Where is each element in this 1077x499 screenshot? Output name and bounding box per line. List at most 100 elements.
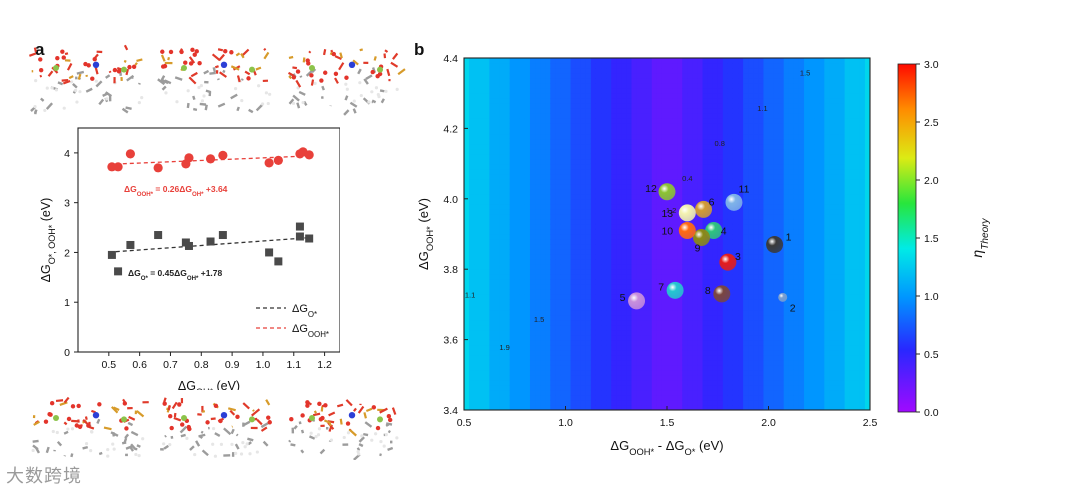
data-point-circle <box>273 155 283 165</box>
data-point-1 <box>766 236 784 254</box>
colorbar-tick-label: 0.5 <box>924 349 939 361</box>
data-point-10 <box>678 221 696 239</box>
data-point-square <box>154 231 163 240</box>
data-point-square <box>218 231 227 240</box>
x-tick-label-a: 1.1 <box>286 359 301 371</box>
data-point-square <box>305 234 314 243</box>
data-point-8 <box>713 285 731 303</box>
data-point-13 <box>678 204 696 222</box>
x-tick-label-b: 0.5 <box>457 417 472 429</box>
data-point-square <box>295 232 304 241</box>
point-label-10: 10 <box>661 225 673 237</box>
point-label-6: 6 <box>709 196 715 208</box>
point-label-5: 5 <box>620 292 626 304</box>
legend-label: ΔGOOH* <box>292 323 329 339</box>
x-axis-label-a: ΔGOH* (eV) <box>178 379 240 390</box>
data-point-circle <box>218 150 228 160</box>
contour-label: 1.2 <box>666 206 676 215</box>
point-label-4: 4 <box>721 225 727 237</box>
panel-a-label: a <box>35 40 45 59</box>
y-tick-label-b: 3.4 <box>443 405 458 417</box>
data-point-circle <box>304 150 314 160</box>
point-label-8: 8 <box>705 285 711 297</box>
y-axis-label-b: ΔGOOH* (eV) <box>416 198 435 270</box>
fit-equation-ooh: ΔGOOH* = 0.26ΔGOH* +3.64 <box>124 184 228 198</box>
data-point-square <box>274 257 283 266</box>
x-tick-label-a: 1.0 <box>256 359 271 371</box>
x-tick-label-b: 2.0 <box>761 417 776 429</box>
colorbar-label: ηTheory <box>969 217 991 257</box>
colorbar-tick-label: 1.0 <box>924 291 939 303</box>
x-tick-label-b: 1.5 <box>660 417 675 429</box>
data-point-square <box>107 250 116 259</box>
x-axis-label-b: ΔGOOH* - ΔGO* (eV) <box>610 438 723 457</box>
y-tick-label-b: 3.8 <box>443 264 458 276</box>
data-point-square <box>295 222 304 231</box>
chart-panel-b: 1.5 1.1 0.8 0.4 1.2 1.1 1.5 1.9 0.5 1.0 1.5 2.0 2.5 3… <box>416 53 878 457</box>
contour-label: 1.1 <box>465 290 475 299</box>
point-label-1: 1 <box>786 232 792 244</box>
y-tick-label-a: 3 <box>64 198 70 210</box>
x-tick-label-a: 0.9 <box>225 359 240 371</box>
x-tick-label-a: 0.6 <box>132 359 147 371</box>
data-point-7 <box>666 281 684 299</box>
data-point-circle <box>113 162 123 172</box>
y-tick-label-a: 2 <box>64 247 70 259</box>
data-point-circle <box>264 158 274 168</box>
data-point-square <box>114 267 123 276</box>
data-point-circle <box>205 154 216 164</box>
colorbar-tick-label: 2.5 <box>924 117 939 129</box>
colorbar-gradient <box>897 63 917 413</box>
contour-label: 0.8 <box>715 139 725 148</box>
data-point-9 <box>693 229 711 247</box>
y-tick-label-b: 4.4 <box>443 53 458 65</box>
contour-label: 1.5 <box>534 315 544 324</box>
chart-panel-a: 0.5 0.6 0.7 0.8 0.9 1.0 1.1 1.2 0 1 2 3 4 ΔGOH* (eV) Δ… <box>39 127 340 390</box>
x-tick-label-a: 0.7 <box>163 359 178 371</box>
data-point-12 <box>658 183 676 201</box>
data-point-5 <box>628 292 646 310</box>
contour-label: 1.1 <box>757 104 767 113</box>
data-point-square <box>265 248 274 257</box>
data-point-circle <box>125 149 135 159</box>
molecular-structures-bottom <box>31 396 399 460</box>
x-tick-label-b: 1.0 <box>558 417 573 429</box>
y-tick-label-a: 4 <box>64 148 70 160</box>
point-label-9: 9 <box>695 243 701 255</box>
x-tick-label-a: 0.5 <box>102 359 117 371</box>
point-label-13: 13 <box>661 208 673 220</box>
fit-equation-o: ΔGO* = 0.45ΔGOH* +1.78 <box>128 268 223 282</box>
colorbar-tick-label: 3.0 <box>924 59 939 71</box>
colorbar: 0.0 0.5 1.0 1.5 2.0 2.5 3.0 ηTheory <box>897 59 991 419</box>
point-label-7: 7 <box>658 281 664 293</box>
y-tick-label-b: 4.0 <box>443 194 458 206</box>
data-point-2 <box>778 292 788 302</box>
molecular-structures-top <box>29 44 406 116</box>
data-point-square <box>126 240 135 249</box>
y-axis-label-a: ΔGO*, OOH* (eV) <box>39 198 57 283</box>
point-label-2: 2 <box>790 302 796 314</box>
colorbar-tick-label: 1.5 <box>924 233 939 245</box>
data-point-3 <box>719 253 737 271</box>
data-point-circle <box>153 163 163 173</box>
contour-label: 1.5 <box>800 69 810 78</box>
data-point-circle <box>184 153 194 163</box>
data-point-square <box>206 237 215 246</box>
point-label-11: 11 <box>739 183 750 195</box>
panel-b-label: b <box>414 40 425 59</box>
heatmap-cells <box>464 58 870 410</box>
contour-label: 1.9 <box>499 343 509 352</box>
point-label-3: 3 <box>735 251 741 263</box>
data-point-6 <box>695 200 713 218</box>
x-tick-label-b: 2.5 <box>863 417 878 429</box>
watermark: 大数跨境 <box>6 466 82 487</box>
colorbar-tick-label: 2.0 <box>924 175 939 187</box>
x-tick-label-a: 0.8 <box>194 359 209 371</box>
x-tick-label-a: 1.2 <box>317 359 332 371</box>
y-tick-label-b: 3.6 <box>443 335 458 347</box>
y-tick-label-a: 1 <box>64 297 70 309</box>
point-label-12: 12 <box>645 183 657 195</box>
plot-frame-a <box>77 127 340 353</box>
colorbar-tick-label: 0.0 <box>924 407 939 419</box>
y-tick-label-b: 4.2 <box>443 123 458 135</box>
